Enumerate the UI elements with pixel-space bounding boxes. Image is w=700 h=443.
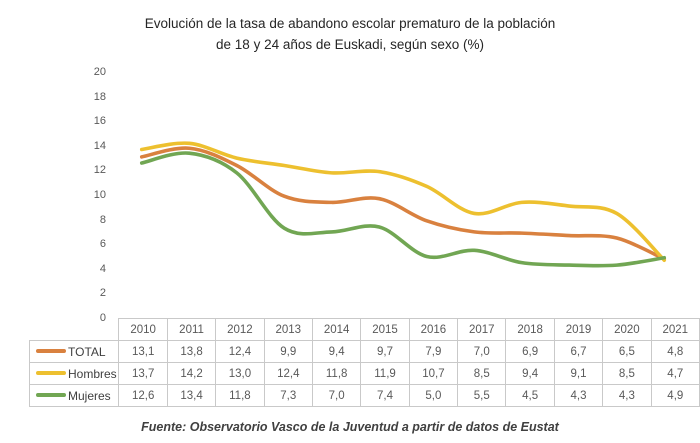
year-header-cell: 2011 (166, 318, 217, 341)
year-header-cell: 2017 (457, 318, 507, 341)
y-axis-tick-label: 2 (99, 287, 106, 300)
value-cell: 9,9 (263, 340, 313, 363)
legend-line-icon (36, 393, 66, 398)
value-cell: 9,7 (360, 340, 410, 363)
value-cell: 7,3 (263, 384, 313, 407)
table-row-mujeres: Mujeres 12,6 13,4 11,8 7,3 7,0 7,4 5,0 5,5 4,5 4,3… (28, 384, 700, 407)
source-note: Fuente: Observatorio Vasco de la Juventu… (141, 420, 559, 434)
value-cell: 11,8 (215, 384, 265, 407)
legend-label: Hombres (68, 366, 117, 381)
year-header-cell: 2010 (118, 318, 168, 341)
y-axis-tick-label: 6 (99, 238, 106, 251)
table-row-total: TOTAL 13,1 13,8 12,4 9,9 9,4 9,7 7,9 7,0 6,9 6,7 6,… (28, 340, 700, 363)
legend-line-icon (36, 349, 66, 354)
table-corner-cell (30, 319, 119, 341)
value-cell: 4,8 (650, 340, 700, 363)
value-cell: 13,1 (118, 340, 168, 363)
y-axis-tick-label: 10 (93, 189, 106, 201)
legend-label: TOTAL (68, 344, 106, 359)
chart-title: Evolución de la tasa de abandono escolar… (0, 14, 700, 56)
value-cell: 8,5 (602, 362, 652, 385)
table-header-row: 2010 2011 2012 2013 2014 2015 2016 2017 2018 2019… (30, 318, 700, 341)
series-line-total (139, 146, 667, 261)
value-cell: 12,4 (215, 340, 265, 363)
legend-line-icon (36, 371, 66, 376)
value-cell: 13,7 (118, 362, 168, 385)
y-axis-tick-label: 4 (99, 262, 106, 275)
table-row-hombres: Hombres 13,7 14,2 13,0 12,4 11,8 11,9 10,7 8,5 9,… (28, 362, 700, 385)
value-cell: 4,5 (505, 384, 555, 407)
value-cell: 8,5 (457, 362, 507, 385)
y-axis-tick-label: 8 (99, 213, 106, 226)
value-cell: 4,3 (602, 384, 652, 407)
year-header-cell: 2015 (360, 318, 410, 341)
value-cell: 6,9 (505, 340, 555, 363)
value-cell: 14,2 (166, 362, 217, 385)
value-cell: 12,4 (263, 362, 313, 385)
value-cell: 13,0 (215, 362, 265, 385)
legend-label: Mujeres (68, 388, 111, 403)
series-line-mujeres (139, 151, 667, 268)
y-axis-tick-label: 18 (93, 90, 106, 103)
value-cell: 7,0 (457, 340, 507, 363)
value-cell: 11,9 (360, 362, 410, 385)
legend-cell: TOTAL (28, 340, 120, 363)
year-header-cell: 2019 (553, 318, 604, 341)
value-cell: 6,5 (602, 340, 652, 363)
value-cell: 4,9 (650, 384, 700, 407)
y-axis-tick-label: 14 (93, 139, 106, 152)
y-axis-tick-label: 20 (93, 66, 106, 78)
value-cell: 6,7 (553, 340, 604, 363)
value-cell: 11,8 (311, 362, 362, 385)
year-header-cell: 2021 (650, 318, 700, 341)
value-cell: 13,8 (166, 340, 217, 363)
value-cell: 12,6 (118, 384, 168, 407)
year-header-cell: 2012 (215, 318, 265, 341)
value-cell: 4,3 (553, 384, 604, 407)
year-header-cell: 2018 (505, 318, 555, 341)
chart-title-line1: Evolución de la tasa de abandono escolar… (144, 16, 556, 31)
year-header-cell: 2016 (408, 318, 459, 341)
year-header-cell: 2020 (602, 318, 652, 341)
value-cell: 4,7 (650, 362, 700, 385)
year-header-cell: 2013 (263, 318, 313, 341)
value-cell: 9,4 (505, 362, 555, 385)
year-header-cell: 2014 (311, 318, 362, 341)
value-cell: 13,4 (166, 384, 217, 407)
series-line-hombres (139, 141, 667, 262)
value-cell: 9,1 (553, 362, 604, 385)
value-cell: 5,5 (457, 384, 507, 407)
value-cell: 5,0 (408, 384, 459, 407)
chart-title-line2: de 18 y 24 años de Euskadi, según sexo (… (216, 36, 484, 52)
value-cell: 7,0 (311, 384, 362, 407)
value-cell: 7,4 (360, 384, 410, 407)
y-axis-tick-label: 0 (99, 312, 106, 324)
value-cell: 7,9 (408, 340, 459, 363)
y-axis-tick-label: 12 (93, 164, 106, 177)
value-cell: 10,7 (408, 362, 459, 385)
value-cell: 9,4 (311, 340, 362, 363)
legend-cell: Mujeres (28, 384, 120, 407)
legend-cell: Hombres (28, 362, 120, 385)
data-table: 2010 2011 2012 2013 2014 2015 2016 2017 2018 2019… (28, 318, 700, 407)
y-axis-tick-label: 16 (93, 115, 106, 128)
